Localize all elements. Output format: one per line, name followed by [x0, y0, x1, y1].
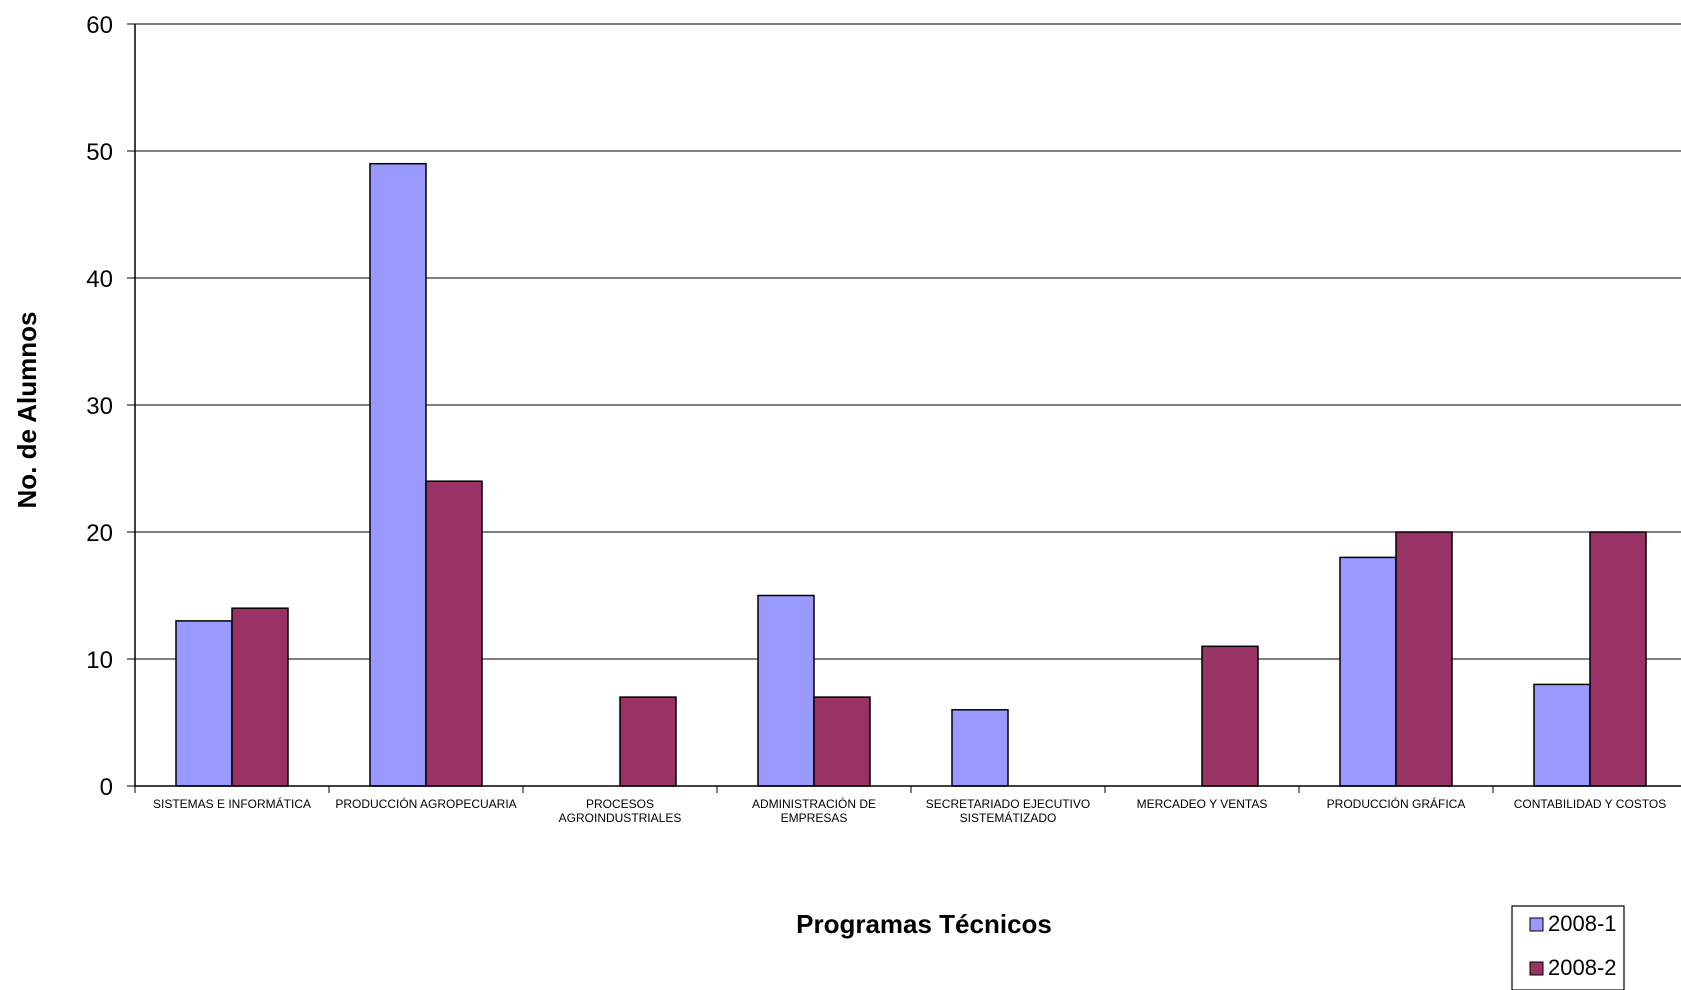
bar-2008-1-6 [1339, 556, 1397, 787]
bar-2008-2-0 [231, 607, 289, 787]
bar-2008-1-3 [757, 594, 815, 787]
bar-2008-1-0 [175, 620, 233, 787]
y-tick-labels: 0 10 20 30 40 50 60 [86, 12, 113, 801]
bar-2008-2-6 [1395, 531, 1453, 787]
bars [175, 162, 1647, 787]
legend-swatch [1529, 917, 1544, 932]
x-tick-label: PROCESOS [586, 797, 654, 811]
legend-label: 2008-1 [1548, 911, 1617, 936]
x-tick-label: SECRETARIADO EJECUTIVO [926, 797, 1090, 811]
legend-swatch [1529, 961, 1544, 976]
x-tick-label: MERCADEO Y VENTAS [1137, 797, 1268, 811]
y-tick-label: 20 [86, 520, 113, 547]
x-tick-label: CONTABILIDAD Y COSTOS [1514, 797, 1666, 811]
legend-label: 2008-2 [1548, 955, 1617, 980]
bar-2008-1-4 [951, 709, 1009, 787]
bar-2008-1-1 [369, 162, 427, 787]
bar-2008-2-5 [1201, 645, 1259, 787]
x-axis-title: Programas Técnicos [796, 909, 1052, 939]
y-tick-label: 40 [86, 266, 113, 293]
bar-2008-1-7 [1533, 683, 1591, 787]
x-tick-label: ADMINISTRACIÓN DE [752, 796, 876, 811]
axes [127, 23, 1681, 793]
legend: 2008-1 2008-2 [1511, 905, 1625, 990]
y-tick-label: 0 [100, 774, 113, 801]
x-tick-label: AGROINDUSTRIALES [559, 811, 682, 825]
x-tick-label: SISTEMAS E INFORMÁTICA [153, 796, 311, 811]
x-tick-label: SISTEMÁTIZADO [960, 810, 1057, 825]
bar-2008-2-2 [619, 696, 677, 787]
x-tick-label: PRODUCCIÓN AGROPECUARIA [335, 796, 516, 811]
y-tick-label: 10 [86, 647, 113, 674]
y-tick-label: 50 [86, 139, 113, 166]
x-tick-label: PRODUCCIÓN GRÁFICA [1327, 796, 1466, 811]
bar-2008-2-1 [425, 480, 483, 787]
bar-2008-2-3 [813, 696, 871, 787]
y-tick-label: 30 [86, 393, 113, 420]
y-axis-title: No. de Alumnos [12, 312, 42, 509]
x-tick-labels: SISTEMAS E INFORMÁTICA PRODUCCIÓN AGROPEC… [153, 796, 1666, 825]
x-tick-label: EMPRESAS [781, 811, 848, 825]
y-tick-label: 60 [86, 12, 113, 39]
bar-2008-2-7 [1589, 531, 1647, 787]
